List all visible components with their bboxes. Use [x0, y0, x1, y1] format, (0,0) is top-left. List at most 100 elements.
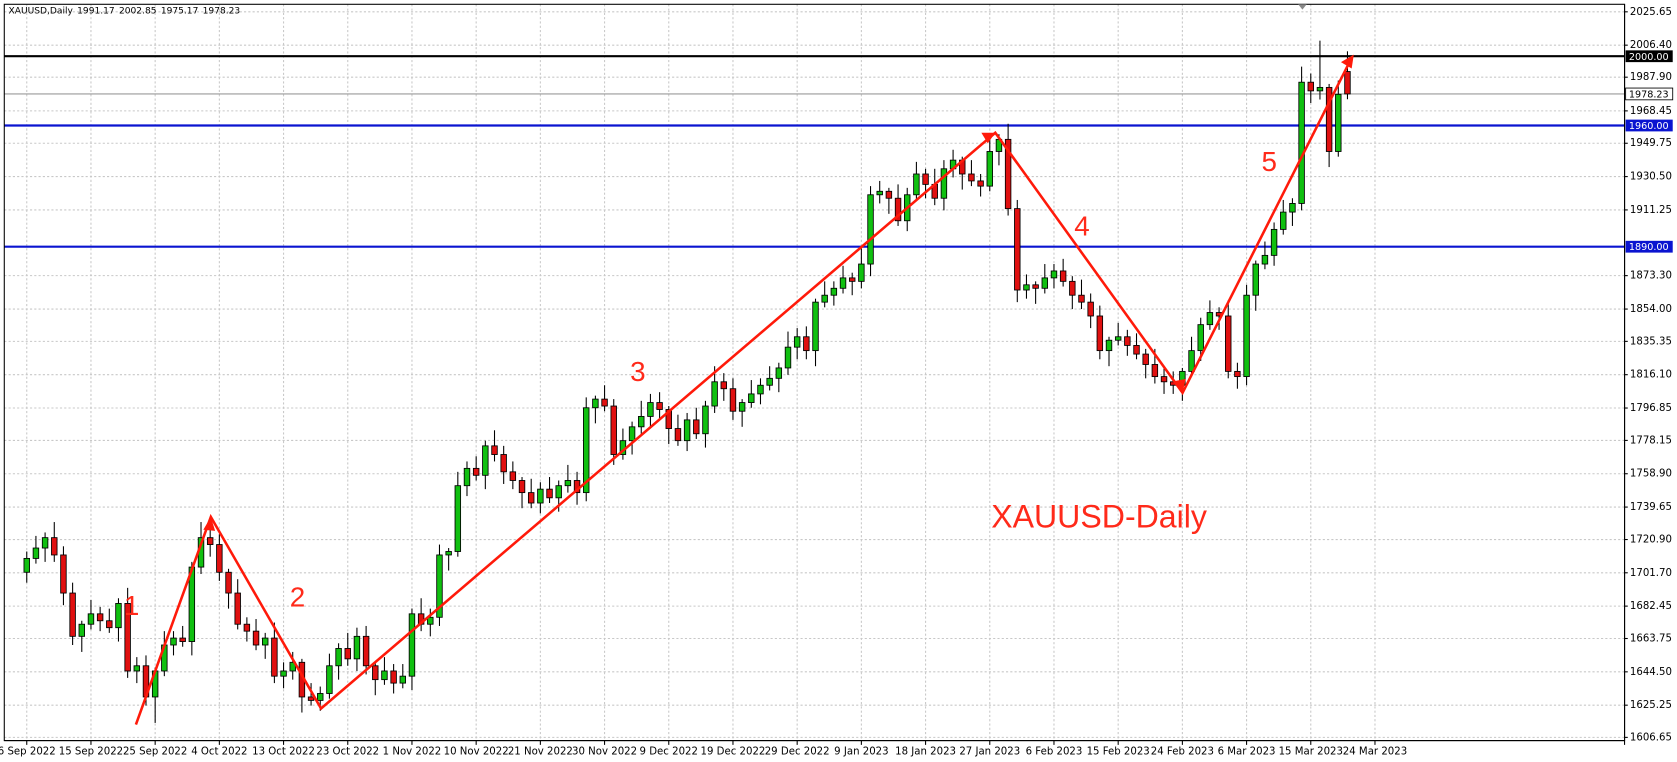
candle-body: [436, 554, 443, 618]
candle-body: [775, 367, 783, 379]
candle-body: [876, 190, 883, 196]
candle-body: [1142, 353, 1149, 365]
x-tick-label: 6 Sep 2022: [0, 746, 56, 757]
candle-body: [1225, 315, 1232, 372]
candle-body: [271, 637, 278, 677]
y-tick-label: 1949.75: [1630, 138, 1672, 149]
y-tick-label: 1758.90: [1630, 469, 1672, 480]
candle-body: [885, 190, 893, 199]
candle-body: [1344, 71, 1351, 95]
x-tick-label: 15 Feb 2023: [1087, 746, 1150, 757]
wave-lines: [134, 54, 1354, 725]
candle-body: [527, 492, 535, 504]
candle-body: [1188, 350, 1195, 372]
header-open: 1991.17: [77, 6, 115, 16]
candle-body: [683, 419, 691, 442]
candle-body: [913, 173, 920, 196]
y-tick-label: 1968.45: [1630, 106, 1672, 117]
annotation: 1: [124, 590, 139, 621]
candle-body: [96, 613, 104, 622]
arrow-head: [1175, 378, 1186, 393]
header-low: 1975.17: [161, 6, 199, 16]
wave-path: [134, 59, 1352, 725]
candle-body: [564, 480, 572, 487]
candle-body: [252, 630, 260, 646]
candle-body: [1105, 339, 1113, 352]
candle-body: [940, 168, 948, 199]
candle-body: [702, 405, 709, 435]
candle-body: [867, 194, 874, 265]
candle-body: [555, 485, 562, 499]
candle-body: [711, 381, 718, 407]
candle-body: [674, 428, 682, 442]
y-tick-label: 1911.25: [1630, 205, 1672, 216]
candle-body: [518, 480, 526, 494]
candle-body: [1151, 364, 1159, 378]
candle-body: [1243, 294, 1250, 378]
y-tick-label: 2025.65: [1630, 7, 1672, 18]
candle-body: [1032, 284, 1039, 289]
price-label-box: [1625, 87, 1674, 101]
annotation: 4: [1074, 210, 1089, 241]
candle-body: [1041, 277, 1049, 289]
levels: [4, 55, 1625, 248]
x-tick-label: 19 Dec 2022: [701, 746, 766, 757]
candle-body: [500, 454, 507, 473]
x-tick-label: 18 Jan 2023: [895, 746, 956, 757]
annotation: XAUUSD-Daily: [991, 499, 1207, 535]
candle-body: [124, 603, 131, 672]
candle-body: [408, 613, 416, 677]
y-tick-label: 1663.75: [1630, 634, 1672, 645]
y-tick-label: 1606.65: [1630, 732, 1672, 743]
x-tick-label: 24 Mar 2023: [1343, 746, 1407, 757]
y-tick-label: 1644.50: [1630, 667, 1672, 678]
candle-body: [482, 445, 489, 476]
candle-body: [60, 554, 67, 594]
candle-body: [977, 180, 984, 187]
candle-body: [748, 393, 755, 403]
candle-body: [509, 471, 517, 481]
candle-body: [106, 620, 113, 629]
candle-body: [757, 384, 764, 395]
x-tick-label: 4 Oct 2022: [191, 746, 247, 757]
x-tick-label: 9 Jan 2023: [834, 746, 888, 757]
candle-body: [821, 294, 828, 303]
y-tick-label: 2006.40: [1630, 40, 1672, 51]
candle-body: [1069, 280, 1076, 296]
candle-body: [243, 623, 251, 632]
candle-body: [41, 537, 49, 549]
candle-body: [381, 670, 388, 681]
candle-body: [793, 336, 801, 348]
candle-body: [353, 635, 361, 660]
candle-body: [546, 488, 553, 499]
candle-body: [399, 675, 407, 684]
candle-body: [537, 488, 544, 504]
y-tick-label: 1873.30: [1630, 271, 1672, 282]
candle-body: [720, 381, 728, 390]
candle-body: [922, 173, 929, 185]
candle-body: [1124, 336, 1131, 346]
candle-body: [592, 398, 599, 409]
candle-body: [1197, 324, 1204, 352]
candles: [23, 40, 1351, 723]
candle-body: [1023, 284, 1030, 291]
header: XAUUSD,Daily 1991.17 2002.85 1975.17 1978.23: [9, 6, 241, 16]
candle-body: [51, 537, 58, 556]
arrow-head: [981, 132, 996, 144]
candle-body: [491, 445, 498, 455]
level-label-box: [1625, 240, 1673, 253]
annotations: 1 2 3 4 5 XAUUSD-Daily: [124, 146, 1277, 621]
y-tick-label: 1854.00: [1630, 304, 1672, 315]
candle-body: [335, 648, 342, 667]
y-tick-label: 1625.25: [1630, 700, 1672, 711]
candle-body: [280, 670, 287, 677]
x-tick-label: 10 Nov 2022: [444, 746, 509, 757]
candle-body: [1160, 376, 1168, 383]
candle-body: [427, 616, 434, 625]
candle-body: [1078, 294, 1085, 303]
y-tick-label: 1796.85: [1630, 403, 1672, 414]
x-tick-label: 15 Mar 2023: [1279, 746, 1343, 757]
candle-body: [454, 485, 462, 552]
